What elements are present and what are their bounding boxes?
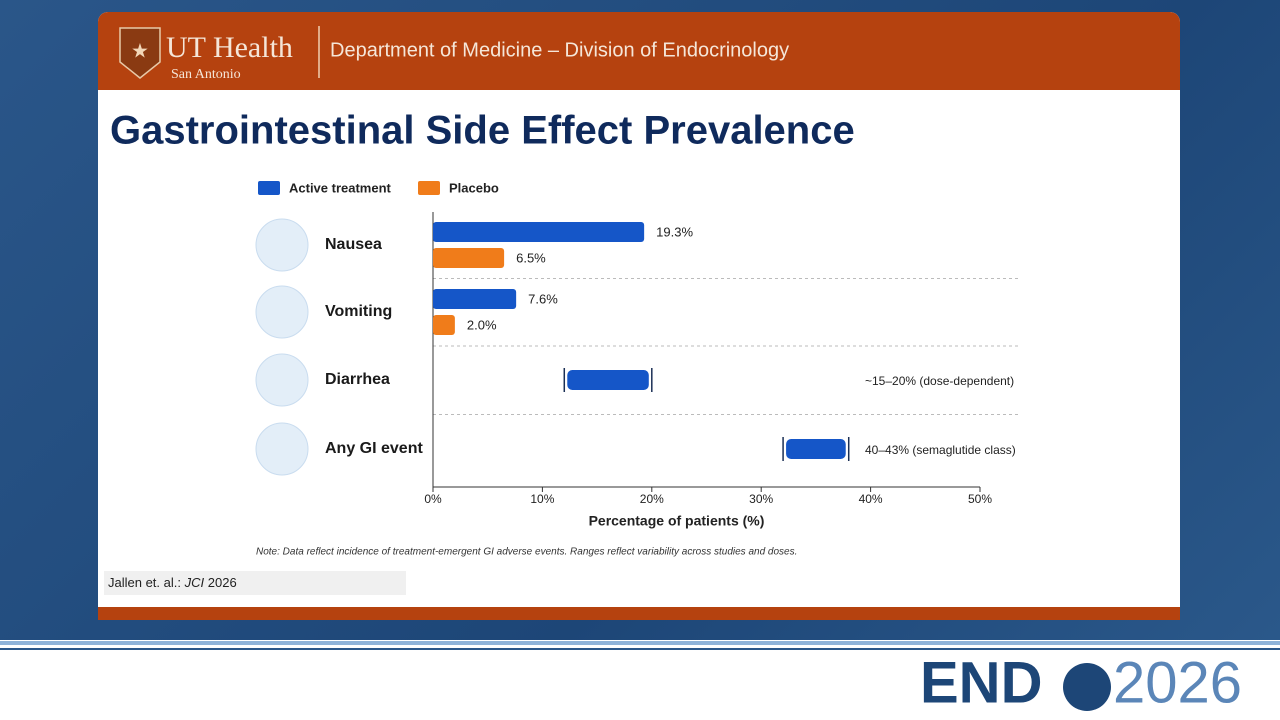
legend-label: Active treatment (289, 180, 392, 195)
logo-sub: San Antonio (171, 67, 241, 82)
range-bar (786, 439, 846, 459)
bar (433, 315, 455, 335)
footer-line (0, 648, 1280, 650)
bar (433, 248, 505, 268)
category-label: Vomiting (325, 303, 392, 320)
footer-brand: END (920, 650, 1042, 715)
category-icon (255, 353, 309, 407)
category-label: Nausea (325, 236, 382, 253)
x-tick-label: 30% (749, 492, 773, 506)
slide-title: Gastrointestinal Side Effect Prevalence (110, 109, 855, 153)
category-label: Diarrhea (325, 371, 390, 388)
x-axis-label: Percentage of patients (%) (589, 513, 765, 529)
footer-globe (1063, 663, 1111, 711)
annotation: ~15–20% (dose-dependent) (865, 374, 1014, 388)
x-tick-label: 0% (424, 492, 442, 506)
category-label: Any GI event (325, 440, 423, 457)
logo-name: UT Health (166, 31, 293, 64)
citation-box (104, 571, 406, 595)
note: Note: Data reflect incidence of treatmen… (256, 547, 797, 558)
logo-shield (119, 27, 161, 79)
legend-swatch (418, 181, 440, 195)
citation-year: 2026 (208, 575, 237, 590)
bar (433, 222, 645, 242)
footer-line (0, 641, 1280, 645)
value-label: 6.5% (516, 250, 546, 265)
citation-authors: Jallen et. al.: (108, 575, 181, 590)
x-tick-label: 50% (968, 492, 992, 506)
citation-journal: JCI (184, 575, 205, 590)
legend-swatch (258, 181, 280, 195)
x-tick-label: 40% (859, 492, 883, 506)
value-label: 2.0% (467, 317, 497, 332)
citation: Jallen et. al.: JCI 2026 (108, 575, 237, 590)
annotation: 40–43% (semaglutide class) (865, 443, 1016, 457)
header-band (98, 12, 1180, 90)
value-label: 19.3% (656, 224, 693, 239)
footer-year: 2026 (1113, 650, 1242, 715)
bar (433, 289, 517, 309)
category-icon (255, 285, 309, 339)
x-tick-label: 20% (640, 492, 664, 506)
department: Department of Medicine – Division of End… (330, 39, 789, 61)
legend-label: Placebo (449, 180, 499, 195)
bottom-band (98, 607, 1180, 620)
range-bar (567, 370, 649, 390)
x-tick-label: 10% (530, 492, 554, 506)
category-icon (255, 422, 309, 476)
slide-card (98, 12, 1180, 620)
logo-star: ★ (131, 40, 149, 62)
category-icon (255, 218, 309, 272)
value-label: 7.6% (528, 291, 558, 306)
